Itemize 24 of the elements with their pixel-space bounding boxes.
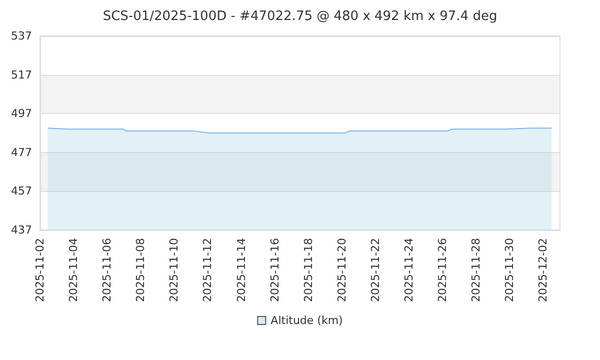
x-tick-label: 2025-11-06 — [100, 238, 114, 302]
x-tick-label: 2025-12-02 — [536, 238, 550, 302]
x-tick-label: 2025-11-26 — [436, 238, 450, 302]
y-tick-label: 497 — [11, 107, 32, 120]
x-tick-label: 2025-11-16 — [268, 238, 282, 302]
x-tick-label: 2025-11-02 — [34, 238, 46, 302]
x-tick-label: 2025-11-14 — [234, 238, 248, 302]
y-tick-label: 517 — [11, 68, 32, 82]
y-tick-label: 477 — [11, 146, 32, 159]
x-tick-label: 2025-11-18 — [302, 238, 315, 302]
x-tick-label: 2025-11-28 — [470, 238, 483, 302]
y-tick-label: 537 — [11, 30, 32, 42]
x-tick-label: 2025-11-08 — [134, 238, 148, 302]
x-tick-label: 2025-11-30 — [503, 238, 516, 302]
x-tick-label: 2025-11-12 — [201, 238, 214, 302]
x-tick-label: 2025-11-10 — [168, 238, 181, 302]
legend-label: Altitude (km) — [270, 314, 343, 327]
chart-title: SCS-01/2025-100D - #47022.75 @ 480 x 492 km x 97.4 deg — [102, 9, 498, 24]
y-tick-label: 457 — [11, 184, 32, 198]
x-tick-label: 2025-11-20 — [335, 238, 348, 302]
x-tick-label: 2025-11-22 — [368, 238, 382, 302]
x-tick-label: 2025-11-24 — [402, 238, 416, 302]
x-tick-label: 2025-11-04 — [67, 238, 80, 302]
y-tick-label: 437 — [11, 224, 32, 236]
